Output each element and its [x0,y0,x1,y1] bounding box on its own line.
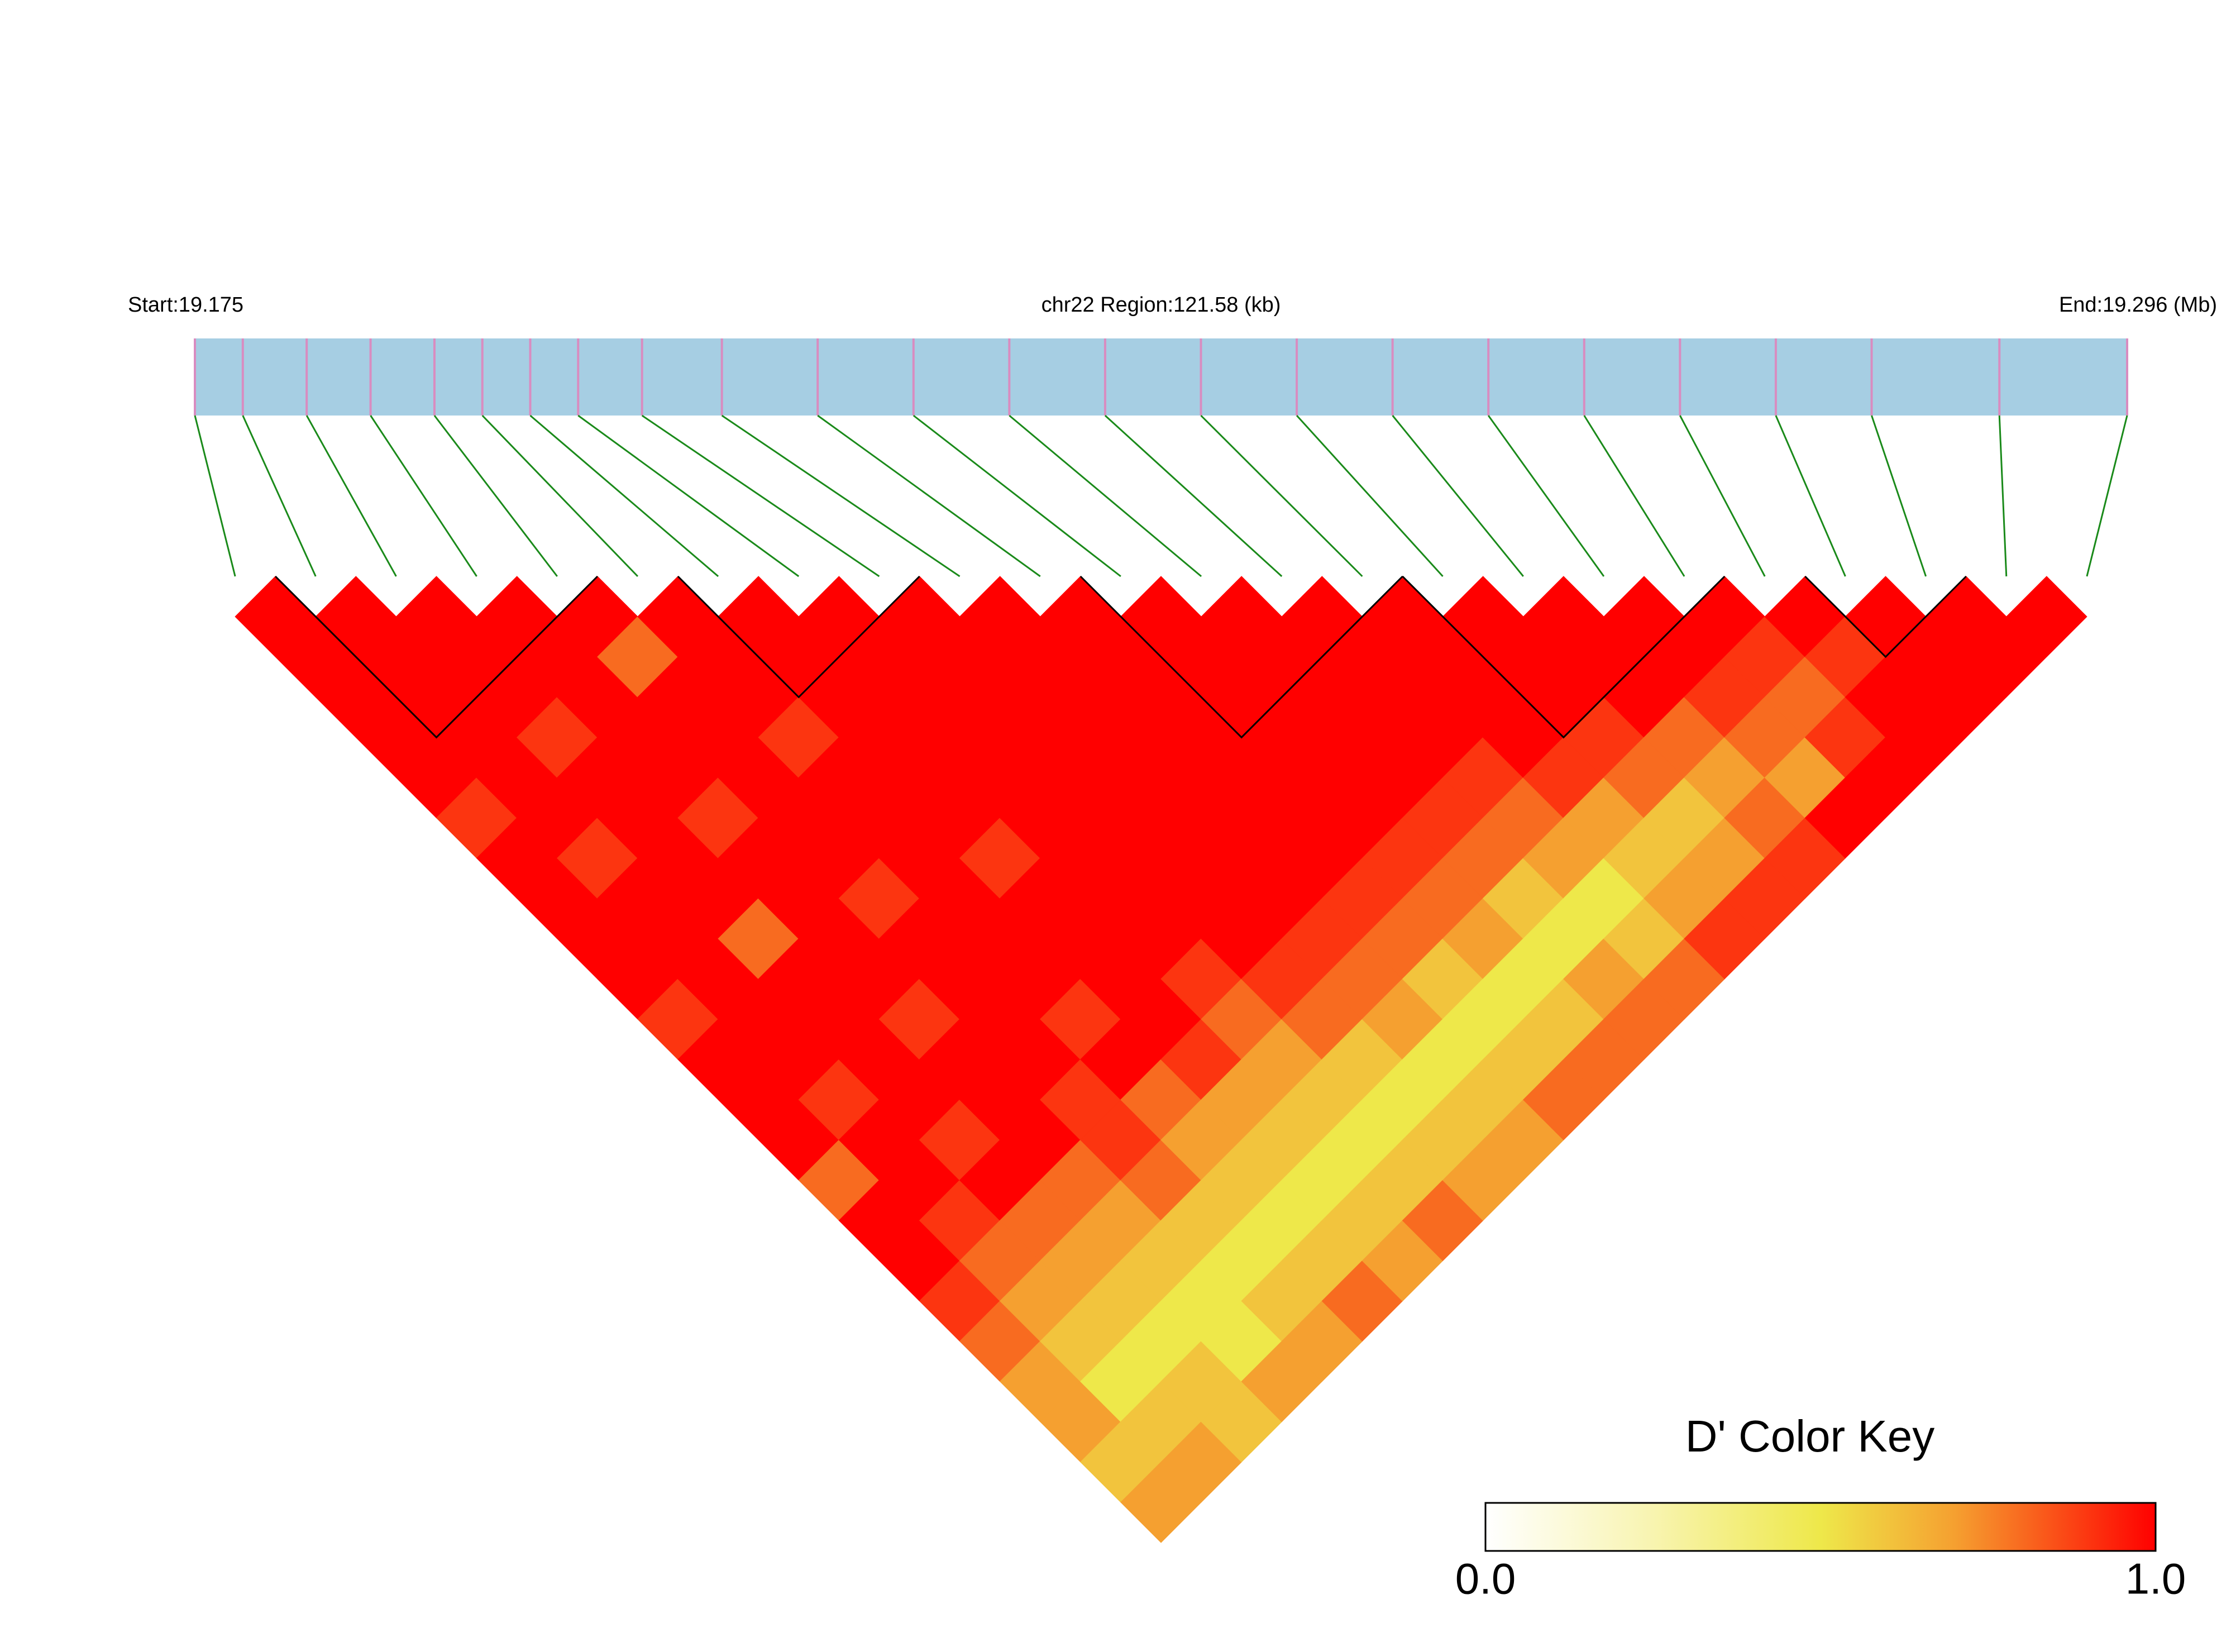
region-label: chr22 Region:121.58 (kb) [1042,293,1281,317]
plot [194,338,2128,1543]
snp-link [913,414,1121,577]
snp-link [370,415,477,577]
ld-block [1079,575,1403,739]
snp-link [1871,415,1927,577]
snp-link [817,414,1041,577]
snp-track [195,338,2127,416]
snp-link [529,414,719,577]
snp-link [2086,415,2128,577]
snp-link [1998,415,2008,577]
snp-link [1392,415,1524,577]
ld-block [677,575,920,699]
snp-link [1104,414,1283,577]
snp-link [1775,415,1846,577]
colorbar [1484,1502,2157,1552]
snp-link [1583,415,1685,577]
snp-link [433,415,558,577]
snp-link [721,414,961,577]
ld-block [1402,575,1726,739]
ld-cell [2006,576,2087,657]
snp-link [1009,414,1202,577]
colorbar-title: D' Color Key [1685,1411,1935,1461]
snp-link [194,415,236,577]
ld-block [1804,575,1967,658]
colorbar-tick-label: 1.0 [2125,1554,2186,1603]
snp-link [242,415,317,577]
end-label: End:19.296 (Mb) [2059,293,2217,317]
snp-link [1487,415,1605,577]
snp-link [577,414,800,577]
ld-block [275,575,598,739]
colorbar-tick-label: 0.0 [1455,1554,1516,1603]
start-label: Start:19.175 [128,293,243,317]
snp-link [1296,414,1444,577]
snp-link [1200,414,1363,577]
snp-link [641,414,880,577]
snp-link [1679,415,1766,577]
snp-link [305,415,397,577]
snp-link [481,414,638,577]
